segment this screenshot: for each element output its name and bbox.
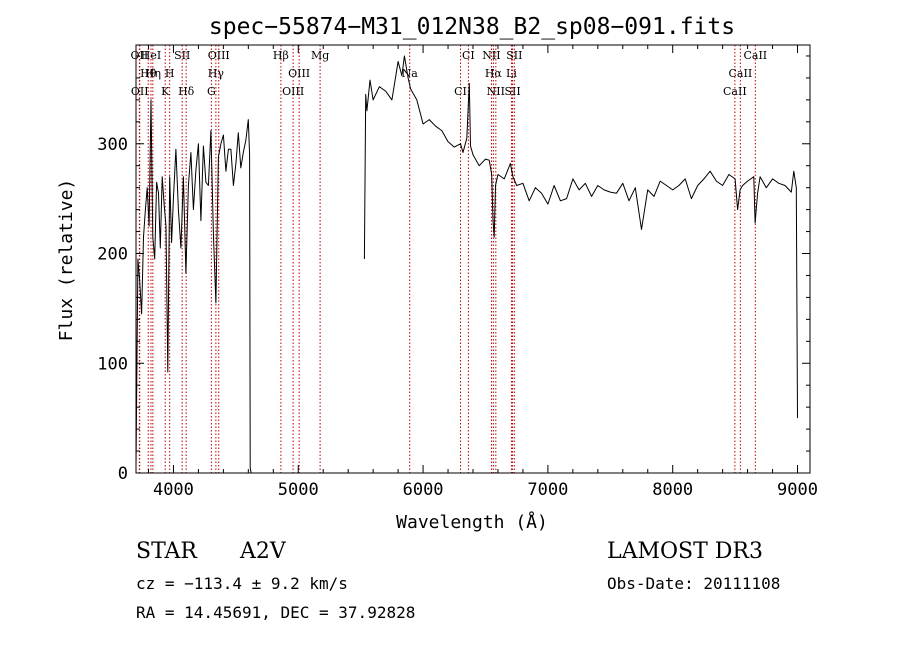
- line-label: Hα: [485, 67, 503, 80]
- line-label: OII: [131, 85, 149, 98]
- line-label: OIII: [208, 49, 230, 62]
- y-axis-label: Flux (relative): [56, 179, 77, 342]
- line-label: K: [161, 85, 170, 98]
- y-tick-label: 0: [118, 464, 128, 484]
- flux-line-segment: [135, 99, 252, 474]
- x-axis-ticks: 4000 5000 6000 7000 8000 9000: [147, 45, 818, 500]
- chart-title: spec−55874−M31_012N38_B2_sp08−091.fits: [209, 14, 735, 40]
- flux-series: [135, 55, 798, 474]
- line-label: HeI: [141, 49, 161, 62]
- x-axis-label: Wavelength (Å): [396, 511, 548, 533]
- line-label: H: [165, 67, 175, 80]
- x-tick-label: 7000: [527, 480, 568, 500]
- y-axis-ticks: 0 100 200 300: [97, 55, 810, 484]
- line-label: CaII: [723, 85, 747, 98]
- line-label: Hθ: [140, 67, 157, 80]
- x-tick-label: 5000: [278, 480, 319, 500]
- line-label: Hβ: [273, 49, 289, 62]
- spectral-line-markers: [138, 45, 756, 473]
- line-label: NII: [482, 49, 500, 62]
- y-tick-label: 300: [97, 135, 128, 155]
- line-label: CaII: [743, 49, 767, 62]
- x-tick-label: 4000: [153, 480, 194, 500]
- line-label: NII: [487, 85, 505, 98]
- y-tick-label: 200: [97, 245, 128, 265]
- plot-frame: [135, 44, 811, 474]
- line-label: SII: [506, 49, 522, 62]
- line-label: Mg: [311, 49, 329, 62]
- line-label: Li: [506, 67, 517, 80]
- line-label: CaII: [729, 67, 753, 80]
- line-label: Hγ: [208, 67, 225, 80]
- x-tick-label: 8000: [652, 480, 693, 500]
- line-label: SII: [174, 49, 190, 62]
- flux-line-segment: [363, 55, 798, 419]
- x-tick-label: 9000: [777, 480, 818, 500]
- line-label: Hη: [145, 67, 161, 80]
- line-label: SII: [504, 85, 520, 98]
- object-class: STAR: [136, 539, 197, 564]
- line-label: CI: [454, 85, 467, 98]
- redshift-value: cz = −113.4 ± 9.2 km/s: [136, 574, 348, 593]
- line-label: OIII: [282, 85, 304, 98]
- obs-date: Obs-Date: 20111108: [607, 574, 781, 593]
- line-label: OIII: [288, 67, 310, 80]
- line-label: CI: [462, 49, 475, 62]
- line-label: Hδ: [178, 85, 195, 98]
- coordinates: RA = 14.45691, DEC = 37.92828: [136, 603, 416, 622]
- line-label: G: [207, 85, 216, 98]
- object-subclass: A2V: [240, 539, 286, 564]
- spectral-line-labels: OIIHθOIIHeIHηKSIIHHδOIIIHγGHβOIIIOIIIMgN…: [131, 49, 768, 98]
- line-label: Na: [402, 67, 419, 80]
- survey-name: LAMOST DR3: [607, 539, 763, 564]
- x-tick-label: 6000: [403, 480, 444, 500]
- y-tick-label: 100: [97, 354, 128, 374]
